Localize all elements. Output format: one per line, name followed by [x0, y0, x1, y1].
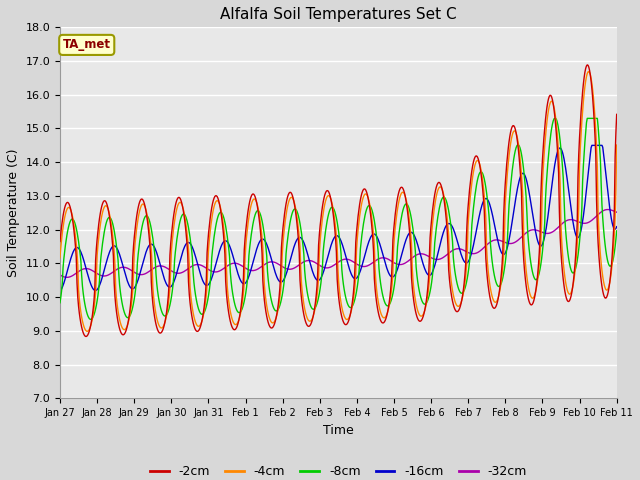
Text: TA_met: TA_met — [63, 38, 111, 51]
Legend: -2cm, -4cm, -8cm, -16cm, -32cm: -2cm, -4cm, -8cm, -16cm, -32cm — [145, 460, 532, 480]
Y-axis label: Soil Temperature (C): Soil Temperature (C) — [7, 149, 20, 277]
X-axis label: Time: Time — [323, 424, 354, 437]
Title: Alfalfa Soil Temperatures Set C: Alfalfa Soil Temperatures Set C — [220, 7, 456, 22]
